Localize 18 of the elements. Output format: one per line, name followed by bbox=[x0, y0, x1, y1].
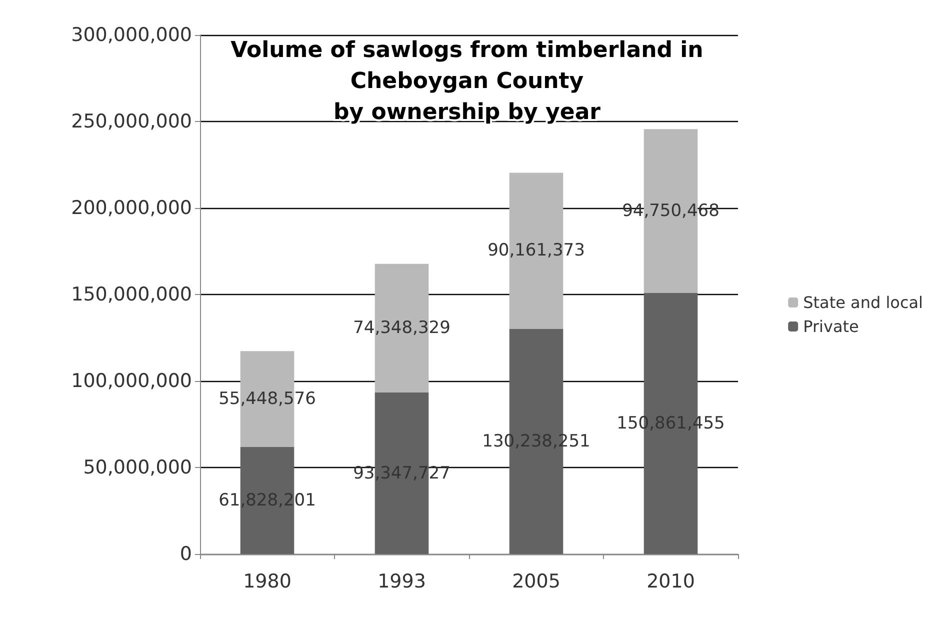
x-tick-label: 2005 bbox=[512, 570, 560, 592]
y-tick-label: 200,000,000 bbox=[71, 197, 192, 219]
text: Volume of sawlogs from timberland in Cheboygan County by ownership by year bbox=[230, 38, 704, 125]
x-tick-label: 1993 bbox=[378, 570, 426, 592]
y-tick-label: 300,000,000 bbox=[71, 24, 192, 46]
legend-label: State and local bbox=[803, 293, 923, 312]
y-tick-label: 50,000,000 bbox=[83, 456, 192, 478]
y-tick-label: 250,000,000 bbox=[71, 110, 192, 132]
data-label: 74,348,329 bbox=[353, 318, 450, 338]
x-tick-label: 2010 bbox=[646, 570, 695, 592]
data-label: 90,161,373 bbox=[488, 240, 585, 261]
y-tick-label: 150,000,000 bbox=[71, 284, 192, 306]
data-label: 94,750,468 bbox=[622, 201, 720, 222]
data-label: 55,448,576 bbox=[218, 389, 316, 410]
x-tick-label: 1980 bbox=[243, 570, 292, 592]
legend-label: Private bbox=[803, 317, 859, 336]
y-tick-label: 0 bbox=[180, 543, 192, 565]
y-tick-label: 100,000,000 bbox=[71, 370, 192, 392]
